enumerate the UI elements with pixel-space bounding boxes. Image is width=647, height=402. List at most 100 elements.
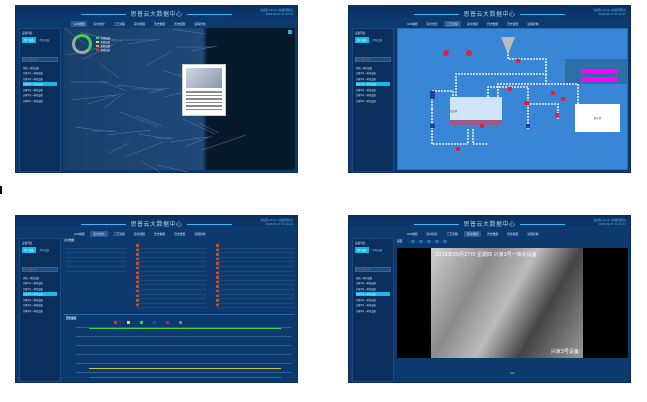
- tab-0[interactable]: GIS地图: [71, 21, 88, 27]
- datetime: 2018-09-27 21:41:43: [265, 222, 293, 226]
- device-group[interactable]: 思普一体化设备: [23, 276, 40, 280]
- legend-swatch: [96, 36, 99, 39]
- device-item[interactable]: 兴家5号一体化设备: [23, 304, 43, 307]
- tab-3[interactable]: 实时视频: [133, 22, 145, 26]
- tab-5[interactable]: 历史报警: [174, 22, 186, 26]
- sidebar: 设备列表用户设备所有设备思普一体化设备兴家1号一体化设备兴家2号一体化设备兴家3…: [352, 238, 394, 382]
- layout-button[interactable]: [419, 240, 423, 243]
- device-item[interactable]: 兴家4号一体化设备: [23, 298, 43, 302]
- table-row: [136, 289, 206, 295]
- device-item[interactable]: 兴家3号一体化设备: [23, 292, 57, 296]
- device-item[interactable]: 兴家5号一体化设备: [23, 94, 43, 97]
- device-item[interactable]: 兴家2号一体化设备: [23, 77, 43, 81]
- datetime: 2018-09-27 21:41:43: [265, 12, 293, 16]
- layout-button[interactable]: [443, 240, 447, 243]
- layout-button[interactable]: [435, 240, 439, 243]
- device-item[interactable]: 兴家6号一体化设备: [23, 99, 43, 103]
- sidebar-tab[interactable]: 用户设备: [22, 37, 36, 43]
- device-item[interactable]: 兴家4号一体化设备: [23, 88, 43, 92]
- app-title: 思普云大数据中心: [16, 219, 297, 228]
- sidebar-tab[interactable]: 用户设备: [355, 37, 369, 43]
- sidebar-tab[interactable]: 用户设备: [22, 247, 36, 253]
- tab-4[interactable]: 历史数据: [153, 22, 166, 26]
- popup-line: [186, 98, 222, 100]
- tab-1[interactable]: 实时监控: [426, 22, 438, 26]
- sidebar-tab[interactable]: 所有设备: [372, 39, 383, 42]
- gridline: [76, 327, 291, 328]
- tab-5[interactable]: 历史报警: [174, 232, 186, 236]
- device-group[interactable]: 思普一体化设备: [356, 66, 373, 70]
- layout-button[interactable]: [427, 240, 431, 243]
- tab-6[interactable]: 远程控制: [527, 22, 539, 26]
- search-input[interactable]: [355, 57, 391, 62]
- sidebar-tab[interactable]: 用户设备: [355, 247, 369, 253]
- device-item[interactable]: 兴家1号一体化设备: [23, 72, 43, 75]
- tab-1[interactable]: 实时监控: [90, 231, 108, 237]
- tab-5[interactable]: 历史报警: [507, 232, 519, 236]
- status-square: [136, 280, 139, 284]
- search-input[interactable]: [22, 267, 58, 272]
- device-group[interactable]: 思普一体化设备: [23, 66, 40, 70]
- device-group[interactable]: 思普一体化设备: [356, 276, 373, 280]
- device-item[interactable]: 兴家3号一体化设备: [23, 82, 57, 86]
- user-name[interactable]: 欢迎您 admin [系统管理员]: [593, 9, 626, 12]
- tab-6[interactable]: 远程控制: [194, 232, 206, 236]
- tab-4[interactable]: 历史数据: [153, 232, 166, 236]
- tab-6[interactable]: 远程控制: [194, 22, 206, 26]
- header: 思普云大数据中心 欢迎您 admin [系统管理员] 2018-09-27 21:4…: [349, 6, 630, 20]
- tab-6[interactable]: 远程控制: [527, 232, 539, 236]
- tab-0[interactable]: GIS地图: [407, 22, 418, 26]
- info-row: [66, 262, 126, 267]
- device-item[interactable]: 兴家6号一体化设备: [23, 309, 43, 313]
- device-item[interactable]: 兴家1号一体化设备: [356, 282, 376, 285]
- sidebar-tab[interactable]: 所有设备: [372, 249, 383, 252]
- search-input[interactable]: [355, 267, 391, 272]
- pagination[interactable]: 1/2: [510, 371, 515, 375]
- header: 思普云大数据中心 欢迎您 admin [系统管理员] 2018-09-27 21:4…: [349, 216, 630, 230]
- sidebar-tab[interactable]: 所有设备: [39, 39, 50, 42]
- popup-line: [186, 105, 222, 107]
- header: 思普云大数据中心 欢迎您 admin [系统管理员] 2018-09-27 21:4…: [16, 216, 297, 230]
- device-item[interactable]: 兴家2号一体化设备: [356, 77, 376, 81]
- device-item[interactable]: 兴家4号一体化设备: [356, 298, 376, 302]
- tab-1[interactable]: 实时监控: [93, 22, 105, 26]
- device-item[interactable]: 兴家2号一体化设备: [23, 287, 43, 291]
- device-item[interactable]: 兴家6号一体化设备: [356, 99, 376, 103]
- device-item[interactable]: 兴家5号一体化设备: [356, 304, 376, 307]
- video-player[interactable]: 2018年09月27日 星期四 兴家3号一体化设备 兴家3号设备: [397, 248, 628, 358]
- device-item[interactable]: 兴家2号一体化设备: [356, 287, 376, 291]
- tab-3[interactable]: 实时视频: [133, 232, 145, 236]
- sidebar-tab[interactable]: 所有设备: [39, 249, 50, 252]
- tab-4[interactable]: 历史数据: [486, 22, 499, 26]
- device-item[interactable]: 兴家1号一体化设备: [356, 72, 376, 75]
- tank-label: 反应池: [450, 110, 458, 113]
- tab-5[interactable]: 历史报警: [507, 22, 519, 26]
- device-item[interactable]: 兴家3号一体化设备: [356, 82, 390, 86]
- device-item[interactable]: 兴家6号一体化设备: [356, 309, 376, 313]
- close-button[interactable]: [288, 30, 292, 34]
- device-item[interactable]: 兴家1号一体化设备: [23, 282, 43, 285]
- legend-label: 报警设备: [100, 45, 111, 48]
- tab-0[interactable]: GIS地图: [74, 232, 85, 236]
- table-row: [136, 276, 206, 281]
- tab-3[interactable]: 实时视频: [466, 22, 478, 26]
- user-name[interactable]: 欢迎您 admin [系统管理员]: [593, 219, 626, 222]
- tab-0[interactable]: GIS地图: [407, 232, 418, 236]
- tab-1[interactable]: 实时监控: [426, 232, 438, 236]
- user-name[interactable]: 欢迎您 admin [系统管理员]: [260, 219, 293, 222]
- device-item[interactable]: 兴家3号一体化设备: [356, 292, 390, 296]
- clear-tank-label: 清水池: [593, 117, 602, 120]
- search-input[interactable]: [22, 57, 58, 62]
- tab-4[interactable]: 历史数据: [486, 232, 499, 236]
- device-item[interactable]: 兴家4号一体化设备: [356, 88, 376, 92]
- device-popup[interactable]: [182, 64, 226, 116]
- device-item[interactable]: 兴家5号一体化设备: [356, 94, 376, 97]
- user-name[interactable]: 欢迎您 admin [系统管理员]: [260, 9, 293, 12]
- tab-2[interactable]: 工艺流程: [446, 232, 458, 236]
- layout-button[interactable]: [411, 240, 415, 243]
- tab-3[interactable]: 实时视频: [463, 231, 481, 237]
- tab-2[interactable]: 工艺流程: [113, 232, 125, 236]
- tab-2[interactable]: 工艺流程: [113, 22, 125, 26]
- status-square: [136, 271, 139, 275]
- tab-2[interactable]: 工艺流程: [443, 21, 461, 27]
